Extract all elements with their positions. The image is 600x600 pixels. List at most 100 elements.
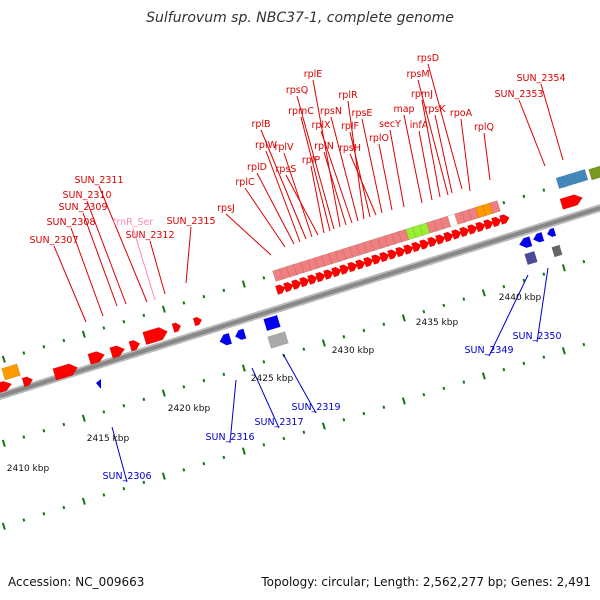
tick-mark <box>122 486 126 491</box>
tick-mark <box>442 303 446 308</box>
operon-gene-arrow <box>435 234 446 245</box>
undefined-leader <box>283 152 313 238</box>
reverse-gene-arrow <box>219 332 233 346</box>
tick-mark <box>582 342 586 347</box>
tick-mark <box>81 330 86 338</box>
undefined-label: SUN_2353 <box>494 89 543 100</box>
operon-gene-arrow <box>483 219 494 230</box>
undefined-leader <box>82 212 118 307</box>
undefined-label: rplC <box>235 177 255 188</box>
undefined-leader <box>300 116 331 232</box>
forward-gene-arrow <box>142 327 168 346</box>
undefined-label: SUN_2319 <box>291 402 340 413</box>
operon-gene-block <box>489 200 501 214</box>
tick-mark <box>442 386 446 391</box>
undefined-leader <box>310 165 325 234</box>
tick-mark <box>542 188 546 192</box>
operon-gene-arrow <box>443 231 454 243</box>
undefined-label: SUN_2311 <box>74 175 123 186</box>
reverse-gene-box <box>263 314 281 332</box>
operon-gene-arrow <box>275 284 286 295</box>
tick-mark <box>161 305 166 313</box>
operon-gene-arrow <box>427 236 438 248</box>
undefined-label: SUN_2317 <box>254 417 303 428</box>
operon-gene-arrow <box>315 271 326 283</box>
undefined-leader <box>323 151 347 226</box>
undefined-leader <box>285 174 319 236</box>
undefined-label: SUN_2309 <box>58 202 107 213</box>
tick-mark <box>362 328 366 333</box>
operon-gene-arrow <box>395 246 406 258</box>
tick-mark <box>1 355 6 363</box>
tick-mark <box>382 405 386 409</box>
undefined-label: rplN <box>314 141 334 152</box>
reverse-gene-arrow <box>532 231 545 243</box>
operon-gene-arrow <box>403 244 414 255</box>
tick-mark <box>561 347 566 355</box>
undefined-label: SUN_2349 <box>464 345 513 356</box>
tick-mark <box>102 493 106 497</box>
kbp-scale-label: 2415 kbp <box>87 434 130 444</box>
tick-mark <box>42 429 46 433</box>
undefined-label: SUN_2307 <box>29 235 78 246</box>
ribosomal-protein-operon <box>272 200 510 295</box>
tick-mark <box>122 403 126 408</box>
undefined-leader <box>256 172 295 245</box>
tick-mark <box>22 435 26 439</box>
tick-mark <box>142 313 146 318</box>
kbp-scale-label: 2440 kbp <box>499 293 542 303</box>
operon-gene-arrow <box>419 239 430 250</box>
undefined-leader <box>149 240 166 295</box>
tick-mark <box>262 276 266 280</box>
undefined-leader <box>389 129 405 208</box>
operon-gene-arrow <box>387 249 398 260</box>
tick-mark <box>222 288 226 293</box>
tick-mark <box>182 301 186 305</box>
undefined-leader <box>347 100 365 220</box>
undefined-leader <box>282 353 317 414</box>
operon-gene-arrow <box>307 274 318 285</box>
tick-mark <box>202 294 206 299</box>
operon-gene-arrow <box>283 281 294 293</box>
tick-mark <box>222 455 226 460</box>
undefined-leader <box>312 79 341 228</box>
undefined-leader <box>244 187 286 248</box>
undefined-leader <box>460 118 471 192</box>
tick-mark <box>582 259 586 264</box>
tick-mark <box>522 361 526 366</box>
forward-gene-arrow <box>21 376 34 388</box>
forward-gene-arrow <box>128 339 141 352</box>
undefined-label: rplQ <box>474 122 494 133</box>
tick-mark <box>282 436 286 441</box>
operon-gene-arrow <box>291 279 302 290</box>
operon-gene-arrow <box>371 254 382 265</box>
operon-gene-arrow <box>491 216 502 228</box>
dark-gene-box <box>524 250 538 266</box>
operon-gene-arrow <box>451 229 462 240</box>
undefined-label: rpsQ <box>286 85 308 96</box>
undefined-label: SUN_2316 <box>205 432 254 443</box>
genome-backbone <box>0 204 600 400</box>
kbp-scale-label: 2410 kbp <box>7 464 50 474</box>
undefined-leader <box>540 83 564 161</box>
accession-text: Accession: NC_009663 <box>8 575 144 589</box>
undefined-label: rplF <box>341 121 359 132</box>
tick-mark <box>161 389 166 397</box>
tick-mark <box>502 284 506 289</box>
map-title: Sulfurovum sp. NBC37-1, complete genome <box>146 10 454 26</box>
undefined-label: rplX <box>311 120 331 131</box>
undefined-leader <box>265 150 301 243</box>
tick-mark <box>102 410 106 414</box>
undefined-label: rplO <box>369 133 389 144</box>
undefined-leader <box>403 114 423 204</box>
kbp-scale-label: 2435 kbp <box>416 318 459 328</box>
operon-gene-arrow <box>355 259 366 270</box>
tick-mark <box>481 289 486 297</box>
undefined-label: rpsH <box>339 143 361 154</box>
undefined-leader <box>361 118 383 214</box>
tick-mark <box>182 385 186 389</box>
tick-mark <box>42 512 46 516</box>
undefined-label: map <box>393 104 414 115</box>
reverse-strand-genes <box>96 227 563 389</box>
